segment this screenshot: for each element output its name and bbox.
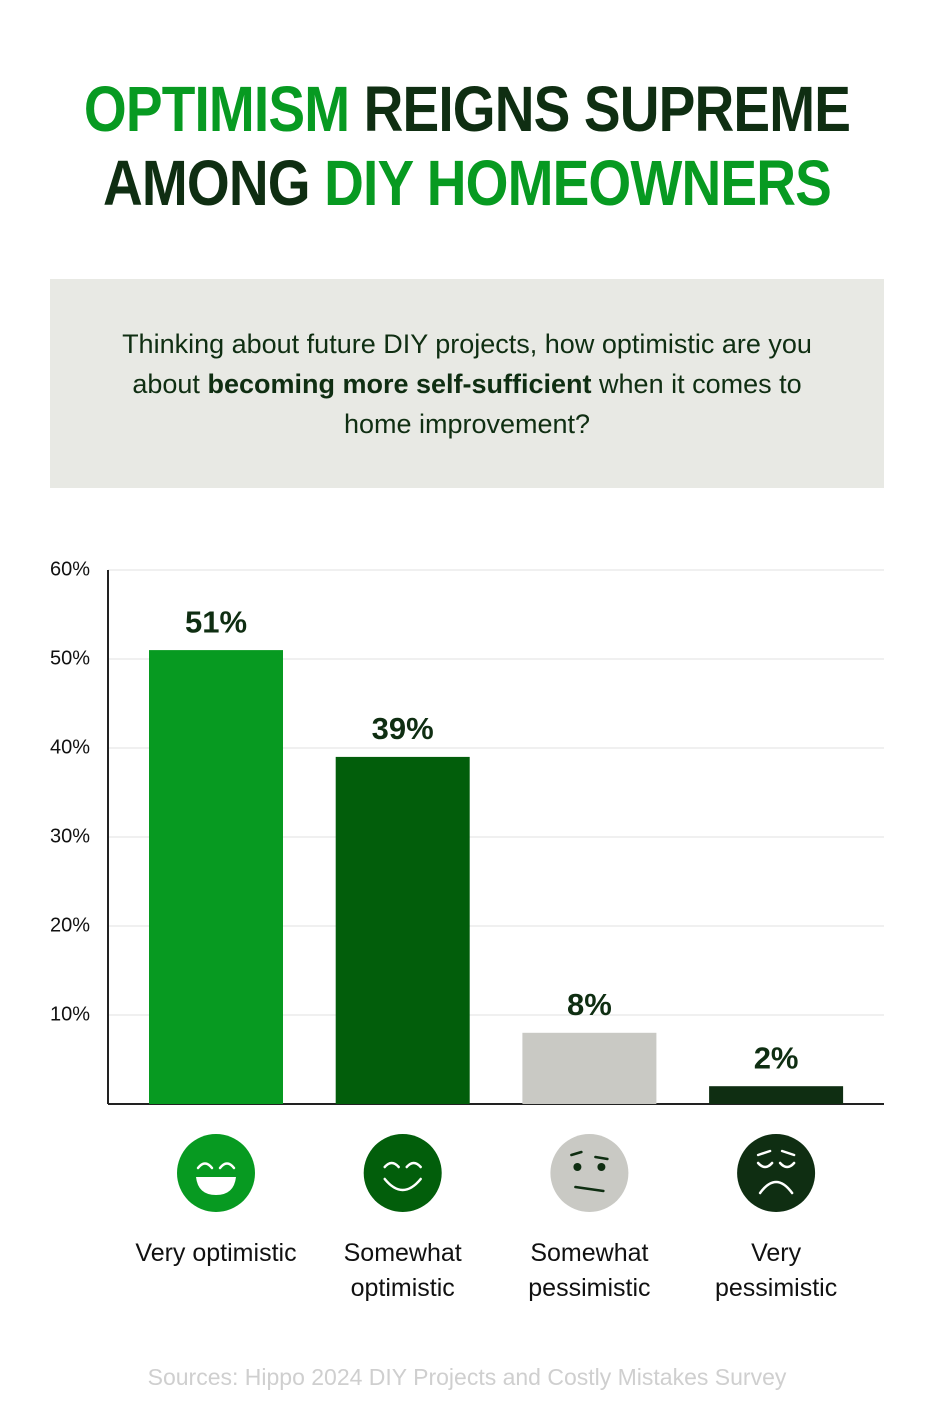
source: Sources: Hippo 2024 DIY Projects and Cos… — [147, 1364, 787, 1390]
y-tick-label: 20% — [50, 914, 90, 936]
question-part: becoming more self-sufficient — [207, 368, 592, 399]
emoji-eye — [597, 1163, 606, 1171]
x-tick-label: Somewhat pessimistic — [528, 1239, 651, 1302]
emoji-face — [177, 1134, 255, 1212]
title-part: DIY HOMEOWNERS — [324, 147, 832, 219]
y-tick-label: 40% — [50, 736, 90, 758]
x-tick-label: Very optimistic — [135, 1239, 297, 1267]
question-part: when it comes to home improvement? — [343, 368, 802, 439]
emoji-face — [363, 1134, 442, 1212]
value-label: 8% — [567, 987, 612, 1022]
title: OPTIMISM REIGNS SUPREME AMONG DIY HOMEOWN… — [0, 72, 934, 220]
emoji-icon — [737, 1134, 816, 1212]
x-tick-label: Somewhat optimistic — [343, 1239, 462, 1302]
title-line: AMONG DIY HOMEOWNERS — [65, 146, 868, 220]
title-part: OPTIMISM — [83, 73, 350, 145]
value-label: 51% — [185, 604, 247, 639]
bar — [149, 650, 283, 1104]
y-tick-label: 30% — [50, 825, 90, 847]
emoji-face — [737, 1134, 816, 1212]
emoji-icon — [363, 1134, 442, 1212]
emoji-eye — [196, 1162, 236, 1170]
emoji-icon — [177, 1134, 255, 1212]
question: Thinking about future DIY projects, how … — [117, 324, 817, 444]
emoji-mouth — [196, 1177, 236, 1195]
emoji-mouth — [758, 1180, 794, 1195]
emoji-mouth — [574, 1185, 605, 1193]
emoji-face — [550, 1134, 629, 1212]
title-line: OPTIMISM REIGNS SUPREME — [65, 72, 868, 146]
y-tick-label: 10% — [50, 1003, 90, 1025]
question-part: Thinking about future DIY projects, how … — [122, 328, 812, 399]
title-part: REIGNS SUPREME — [363, 73, 851, 145]
emoji-brow — [570, 1150, 609, 1161]
x-tick-label: Very pessimistic — [714, 1239, 838, 1302]
y-tick-label: 50% — [50, 647, 90, 669]
bar — [709, 1086, 844, 1104]
emoji-eye — [573, 1163, 582, 1171]
title-part: AMONG — [103, 147, 311, 219]
emoji-eye — [383, 1161, 422, 1169]
bar — [522, 1032, 657, 1104]
emoji-eye — [756, 1149, 796, 1169]
value-label: 39% — [372, 711, 434, 746]
emoji-icon — [550, 1134, 629, 1212]
value-label: 2% — [754, 1040, 799, 1075]
question-box: Thinking about future DIY projects, how … — [50, 279, 884, 488]
emoji-mouth — [383, 1177, 422, 1192]
bar — [335, 756, 470, 1104]
y-tick-label: 60% — [50, 558, 90, 580]
